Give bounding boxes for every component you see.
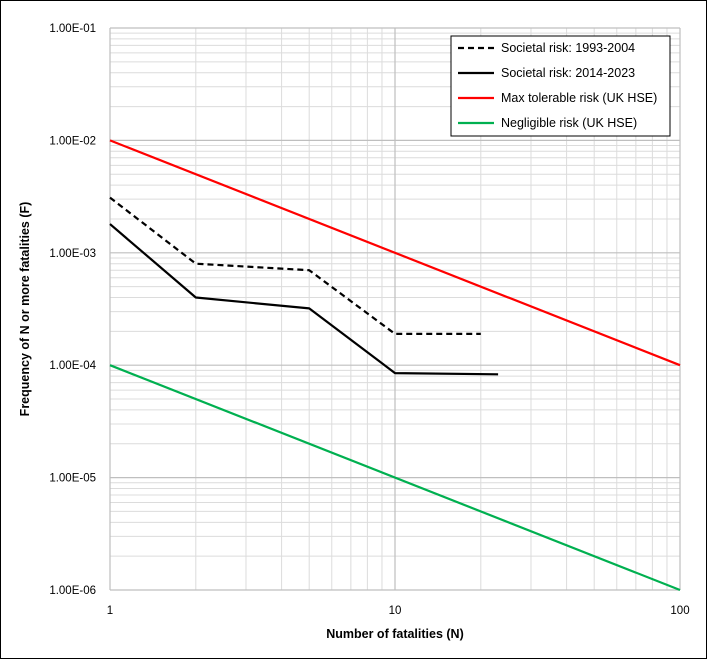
y-tick-label: 1.00E-01 [49, 23, 96, 35]
x-axis-title: Number of fatalities (N) [326, 627, 464, 641]
x-tick-label: 100 [670, 605, 689, 617]
series-layer [109, 139, 681, 592]
series-line-1 [109, 196, 481, 335]
legend: Societal risk: 1993-2004 Societal risk: 2… [450, 35, 671, 137]
series-line-4 [109, 364, 681, 592]
y-tick-label: 1.00E-04 [49, 360, 96, 372]
y-tick-label: 1.00E-02 [49, 135, 96, 147]
x-tick-label: 10 [389, 605, 402, 617]
x-tick-label: 1 [107, 605, 113, 617]
y-tick-label: 1.00E-05 [49, 473, 96, 485]
legend-label-4: Negligible risk (UK HSE) [501, 116, 637, 130]
legend-box [450, 35, 671, 137]
y-tick-label: 1.00E-06 [49, 585, 96, 597]
series-line-2 [109, 223, 499, 376]
legend-label-2: Societal risk: 2014-2023 [501, 66, 635, 80]
legend-label-1: Societal risk: 1993-2004 [501, 41, 635, 55]
y-axis-title: Frequency of N or more fatalities (F) [18, 202, 32, 417]
x-tick-labels: 1 10 100 [107, 605, 690, 617]
y-tick-labels: 1.00E-01 1.00E-02 1.00E-03 1.00E-04 1.00E-05… [49, 23, 96, 597]
series-line-3 [109, 139, 681, 367]
y-tick-label: 1.00E-03 [49, 248, 96, 260]
legend-label-3: Max tolerable risk (UK HSE) [501, 91, 657, 105]
